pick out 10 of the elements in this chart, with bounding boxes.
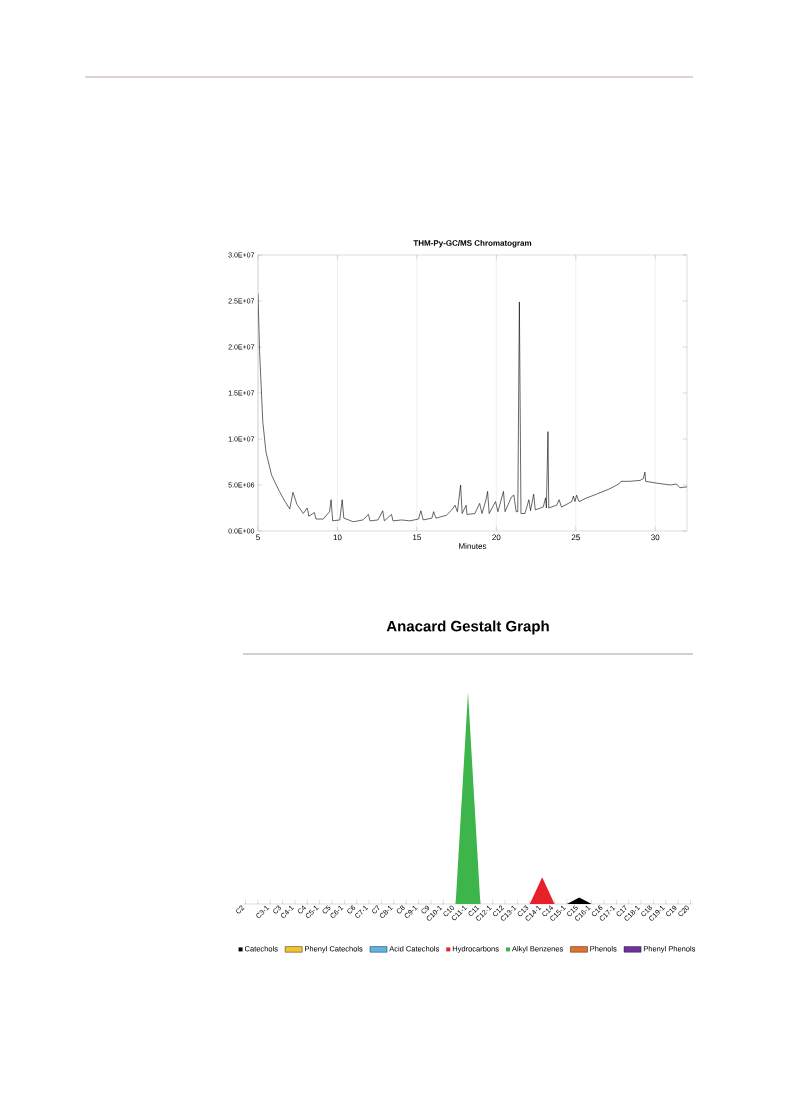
x-tick-label: 10: [333, 534, 342, 541]
chart-title: THM-Py-GC/MS Chromatogram: [413, 239, 532, 248]
x-tick-label: 15: [413, 534, 421, 541]
line-series: [258, 293, 687, 523]
x-axis-title: Minutes: [459, 543, 487, 549]
chart-title: Anacard Gestalt Graph: [386, 620, 549, 635]
x-tick-label: 30: [651, 534, 660, 541]
x-tick-label: 5: [256, 534, 260, 541]
x-tick-label: 25: [571, 534, 580, 541]
x-tick-label: 20: [492, 534, 501, 541]
